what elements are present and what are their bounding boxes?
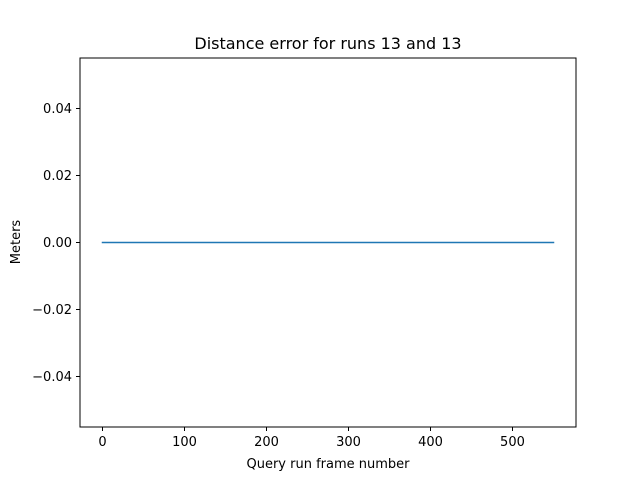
plot-area: 0 100 200 300 400 500 −0.04 −0.02 0.00 0.02 0.04 bbox=[32, 57, 577, 450]
y-tick-label: −0.04 bbox=[32, 370, 72, 385]
x-tick-label: 0 bbox=[98, 435, 106, 450]
x-tick-label: 300 bbox=[336, 435, 361, 450]
x-axis-label: Query run frame number bbox=[246, 457, 410, 472]
plot-frame bbox=[79, 57, 577, 428]
y-tick-label: −0.02 bbox=[32, 303, 72, 318]
x-tick-label: 500 bbox=[500, 435, 525, 450]
x-tick-label: 200 bbox=[254, 435, 279, 450]
y-tick-label: 0.00 bbox=[43, 236, 72, 251]
chart-title: Distance error for runs 13 and 13 bbox=[194, 34, 461, 53]
y-tick-label: 0.04 bbox=[43, 102, 72, 117]
x-tick-label: 400 bbox=[418, 435, 443, 450]
y-axis-label: Meters bbox=[9, 220, 24, 265]
x-tick-label: 100 bbox=[172, 435, 197, 450]
y-tick-label: 0.02 bbox=[43, 169, 72, 184]
